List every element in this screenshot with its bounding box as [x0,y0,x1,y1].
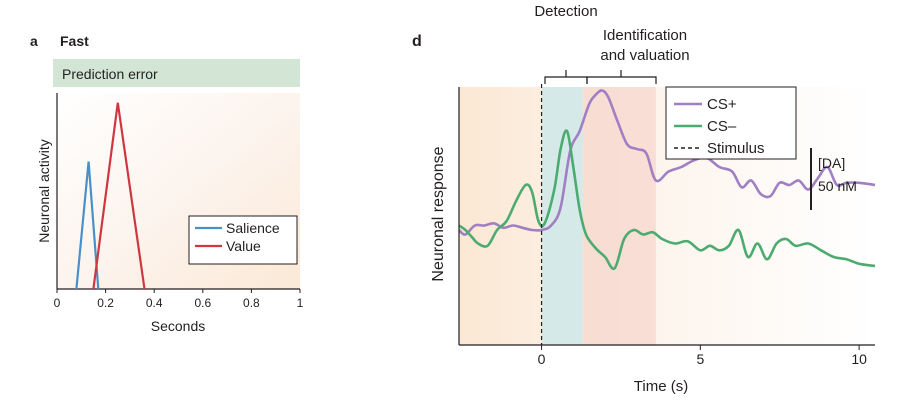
series-line-cs-minus [458,129,876,271]
panel-a-letter: a [30,33,38,49]
panel-d-x-tick-label: 5 [696,351,704,367]
panel-d-y-axis-label: Neuronal response [430,146,447,281]
series-line-value [92,102,146,290]
scale-bar-label-line1: [DA] [818,155,845,171]
series-line-salience [75,161,100,290]
panel-a-x-tick-label: 1 [297,296,304,310]
legend-label-stimulus: Stimulus [707,140,765,157]
panel-a-subtitle: Fast [60,33,89,49]
prediction-error-banner [53,59,300,87]
panel-d-lines [458,89,876,271]
panel-d-legend: CS+ CS– Stimulus [665,86,797,160]
series-line-cs-plus [458,89,876,236]
panel-d-x-axis-label: Time (s) [634,378,688,395]
panel-a-lines [75,102,146,290]
legend-label-cs-minus: CS– [707,118,737,135]
scale-bar-label-line2: 50 nM [818,178,857,194]
prediction-error-label: Prediction error [62,66,158,82]
panel-a-x-tick-label: 0 [54,296,61,310]
panel-a-axes: 0 0.2 0.4 0.6 0.8 1 Seconds Neuronal activity [36,93,304,334]
panel-d-axes: 0 5 10 Time (s) Neuronal response [430,84,875,395]
identification-label-line1: Identification [603,27,687,44]
panel-d-x-tick-label: 10 [851,351,867,367]
identification-label-line2: and valuation [600,47,689,64]
panel-a-x-tick-label: 0.8 [243,296,260,310]
panel-a-x-tick-label: 0.6 [194,296,211,310]
panel-a-legend: Salience Value [188,215,298,265]
legend-label-value: Value [226,238,261,254]
panel-d-letter: d [412,33,422,50]
panel-d: d 0 5 10 Time (s) Neuronal response Detectio… [412,3,876,395]
legend-label-salience: Salience [226,220,280,236]
panel-a-y-axis-label: Neuronal activity [36,139,52,243]
panel-a-legend-box [188,215,298,265]
identification-bracket [586,70,657,84]
detection-label: Detection [534,3,597,20]
panel-a-x-axis-label: Seconds [151,318,205,334]
identification-phase-shading [582,87,656,345]
panel-a-x-tick-label: 0.4 [146,296,163,310]
detection-bracket [544,70,588,84]
legend-label-cs-plus: CS+ [707,96,737,113]
panel-d-x-tick-label: 0 [538,351,546,367]
panel-d-legend-box [665,86,797,160]
panel-a-x-tick-label: 0.2 [97,296,114,310]
panel-a: a Fast Prediction error 0 0.2 0.4 0.6 0.8 1 Se… [30,33,304,334]
